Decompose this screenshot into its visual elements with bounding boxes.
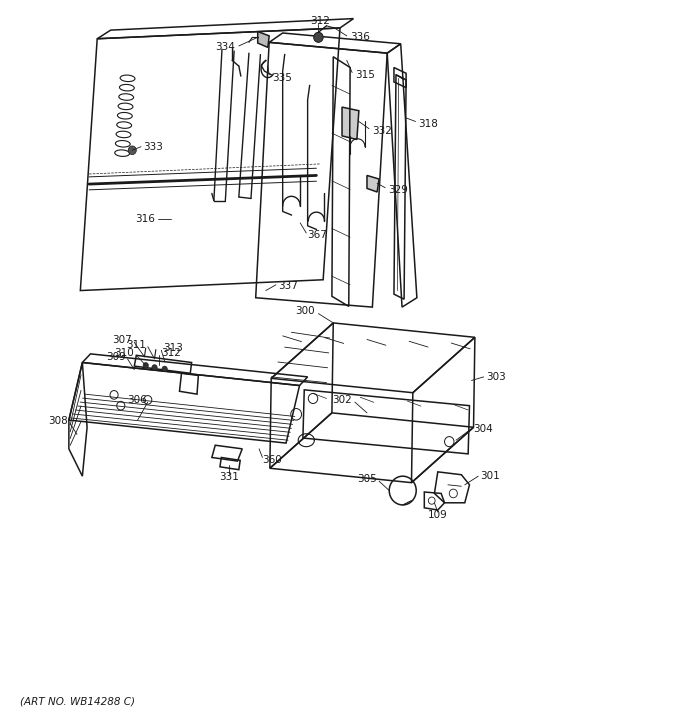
Text: 312: 312 — [310, 17, 330, 27]
Text: 331: 331 — [219, 472, 239, 482]
Polygon shape — [342, 107, 359, 139]
Text: 360: 360 — [262, 455, 282, 465]
Text: 310: 310 — [114, 348, 133, 358]
Text: 303: 303 — [486, 372, 506, 382]
Text: 318: 318 — [418, 119, 438, 128]
Text: 309: 309 — [106, 352, 126, 362]
Text: 300: 300 — [294, 307, 314, 316]
Text: 311: 311 — [126, 339, 146, 349]
Text: 335: 335 — [273, 72, 292, 83]
Text: 337: 337 — [278, 281, 298, 291]
Text: 329: 329 — [388, 185, 408, 195]
Circle shape — [152, 365, 157, 370]
Circle shape — [162, 366, 167, 372]
Circle shape — [143, 362, 148, 368]
Text: 367: 367 — [307, 230, 328, 240]
Text: 304: 304 — [473, 423, 493, 434]
Circle shape — [313, 33, 323, 42]
Text: 306: 306 — [126, 395, 146, 405]
Text: 312: 312 — [161, 348, 181, 358]
Text: 332: 332 — [372, 126, 392, 136]
Text: 307: 307 — [112, 335, 133, 345]
Text: 301: 301 — [480, 471, 500, 481]
Polygon shape — [258, 32, 269, 47]
Circle shape — [129, 146, 136, 154]
Text: 302: 302 — [333, 395, 352, 405]
Text: 313: 313 — [163, 343, 183, 353]
Text: 308: 308 — [48, 416, 67, 426]
Text: 336: 336 — [350, 33, 370, 42]
Polygon shape — [367, 175, 379, 192]
Text: 315: 315 — [355, 70, 375, 80]
Text: (ART NO. WB14288 C): (ART NO. WB14288 C) — [20, 697, 135, 706]
Text: 316: 316 — [135, 214, 155, 223]
Text: 305: 305 — [357, 474, 377, 484]
Text: 109: 109 — [428, 510, 447, 520]
Text: 334: 334 — [215, 42, 235, 52]
Text: 333: 333 — [143, 142, 163, 152]
